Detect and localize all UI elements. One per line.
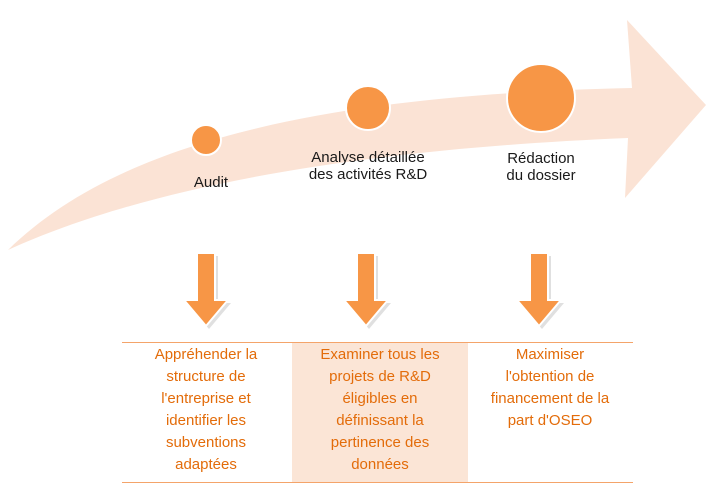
table-bottom-line — [122, 482, 633, 483]
column-text-redaction: Maximiser l'obtention de financement de … — [490, 346, 610, 429]
curved-progress-arrow — [8, 20, 706, 250]
stage-circle-analyse — [345, 85, 391, 131]
stage-label-analyse: Analyse détaillée des activités R&D — [308, 149, 428, 183]
stage-label-redaction: Rédaction du dossier — [506, 150, 576, 184]
highlighted-column-background — [292, 342, 468, 482]
down-arrow-audit — [181, 252, 231, 328]
stage-circle-audit — [190, 124, 222, 156]
table-top-line — [122, 342, 633, 343]
stage-label-audit: Audit — [193, 174, 229, 191]
column-text-analyse: Examiner tous les projets de R&D éligibl… — [320, 346, 440, 473]
down-arrow-analyse — [341, 252, 391, 328]
column-text-audit: Appréhender la structure de l'entreprise… — [154, 346, 258, 473]
stage-circle-redaction — [506, 63, 576, 133]
down-arrow-redaction — [514, 252, 564, 328]
